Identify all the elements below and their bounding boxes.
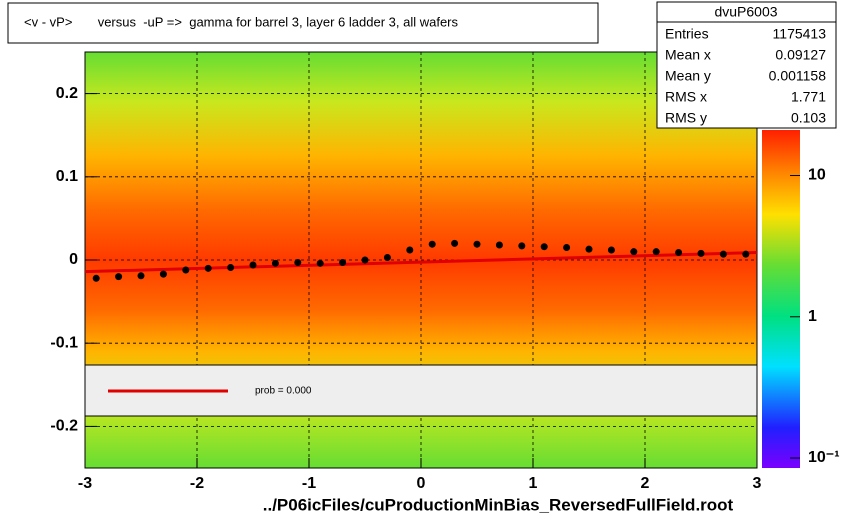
profile-point: [316, 259, 324, 267]
profile-point: [137, 272, 145, 280]
stats-label: Mean x: [665, 47, 711, 63]
stats-value: 1.771: [791, 89, 826, 105]
stats-label: RMS x: [665, 89, 707, 105]
title-box: [7, 2, 599, 44]
z-tick-label: 10⁻¹: [808, 449, 840, 466]
profile-point: [630, 248, 638, 256]
profile-point: [383, 254, 391, 262]
profile-point: [271, 259, 279, 267]
profile-point: [697, 249, 705, 257]
profile-point: [742, 250, 750, 258]
y-tick-label: 0.1: [56, 168, 78, 185]
profile-point: [294, 258, 302, 266]
profile-point: [451, 239, 459, 247]
profile-point: [428, 240, 436, 248]
stats-box: [656, 1, 837, 129]
x-tick-label: -1: [302, 475, 316, 492]
profile-point: [227, 263, 235, 271]
profile-point: [204, 264, 212, 272]
chart-title: <v - vP> versus -uP => gamma for barrel …: [24, 14, 459, 29]
fit-line: [84, 251, 758, 274]
y-tick-label: -0.2: [50, 418, 78, 435]
x-tick-label: 0: [417, 475, 426, 492]
stats-value: 1175413: [773, 26, 827, 42]
x-tick-label: -2: [190, 475, 204, 492]
y-tick-label: -0.1: [50, 334, 78, 351]
stats-title: dvuP6003: [714, 4, 777, 20]
profile-point: [92, 274, 100, 282]
x-tick-label: 1: [529, 475, 538, 492]
stats-label: Mean y: [665, 68, 711, 84]
profile-point: [540, 243, 548, 251]
profile-point: [585, 245, 593, 253]
stats-value: 0.09127: [775, 47, 826, 63]
z-tick-label: 1: [808, 308, 817, 325]
x-tick-label: -3: [78, 475, 92, 492]
x-tick-label: 3: [753, 475, 762, 492]
y-tick-label: 0.2: [56, 85, 78, 102]
color-palette: [762, 130, 800, 468]
profile-point: [115, 273, 123, 281]
stats-label: Entries: [665, 26, 709, 42]
legend-label: prob = 0.000: [255, 386, 312, 397]
profile-point: [719, 250, 727, 258]
x-axis-label: ../P06icFiles/cuProductionMinBias_Revers…: [263, 495, 734, 514]
stats-label: RMS y: [665, 110, 707, 126]
profile-point: [518, 242, 526, 250]
profile-point: [361, 256, 369, 264]
profile-point: [159, 270, 167, 278]
stats-value: 0.103: [791, 110, 826, 126]
x-tick-label: 2: [641, 475, 650, 492]
profile-point: [249, 261, 257, 269]
profile-point: [406, 246, 414, 254]
profile-point: [473, 240, 481, 248]
profile-point: [607, 246, 615, 254]
z-tick-label: 10: [808, 167, 826, 184]
profile-point: [495, 241, 503, 249]
y-tick-label: 0: [69, 251, 78, 268]
profile-point: [339, 258, 347, 266]
stats-value: 0.001158: [769, 68, 827, 84]
profile-point: [182, 266, 190, 274]
profile-point: [675, 249, 683, 257]
profile-point: [563, 244, 571, 252]
profile-point: [652, 248, 660, 256]
